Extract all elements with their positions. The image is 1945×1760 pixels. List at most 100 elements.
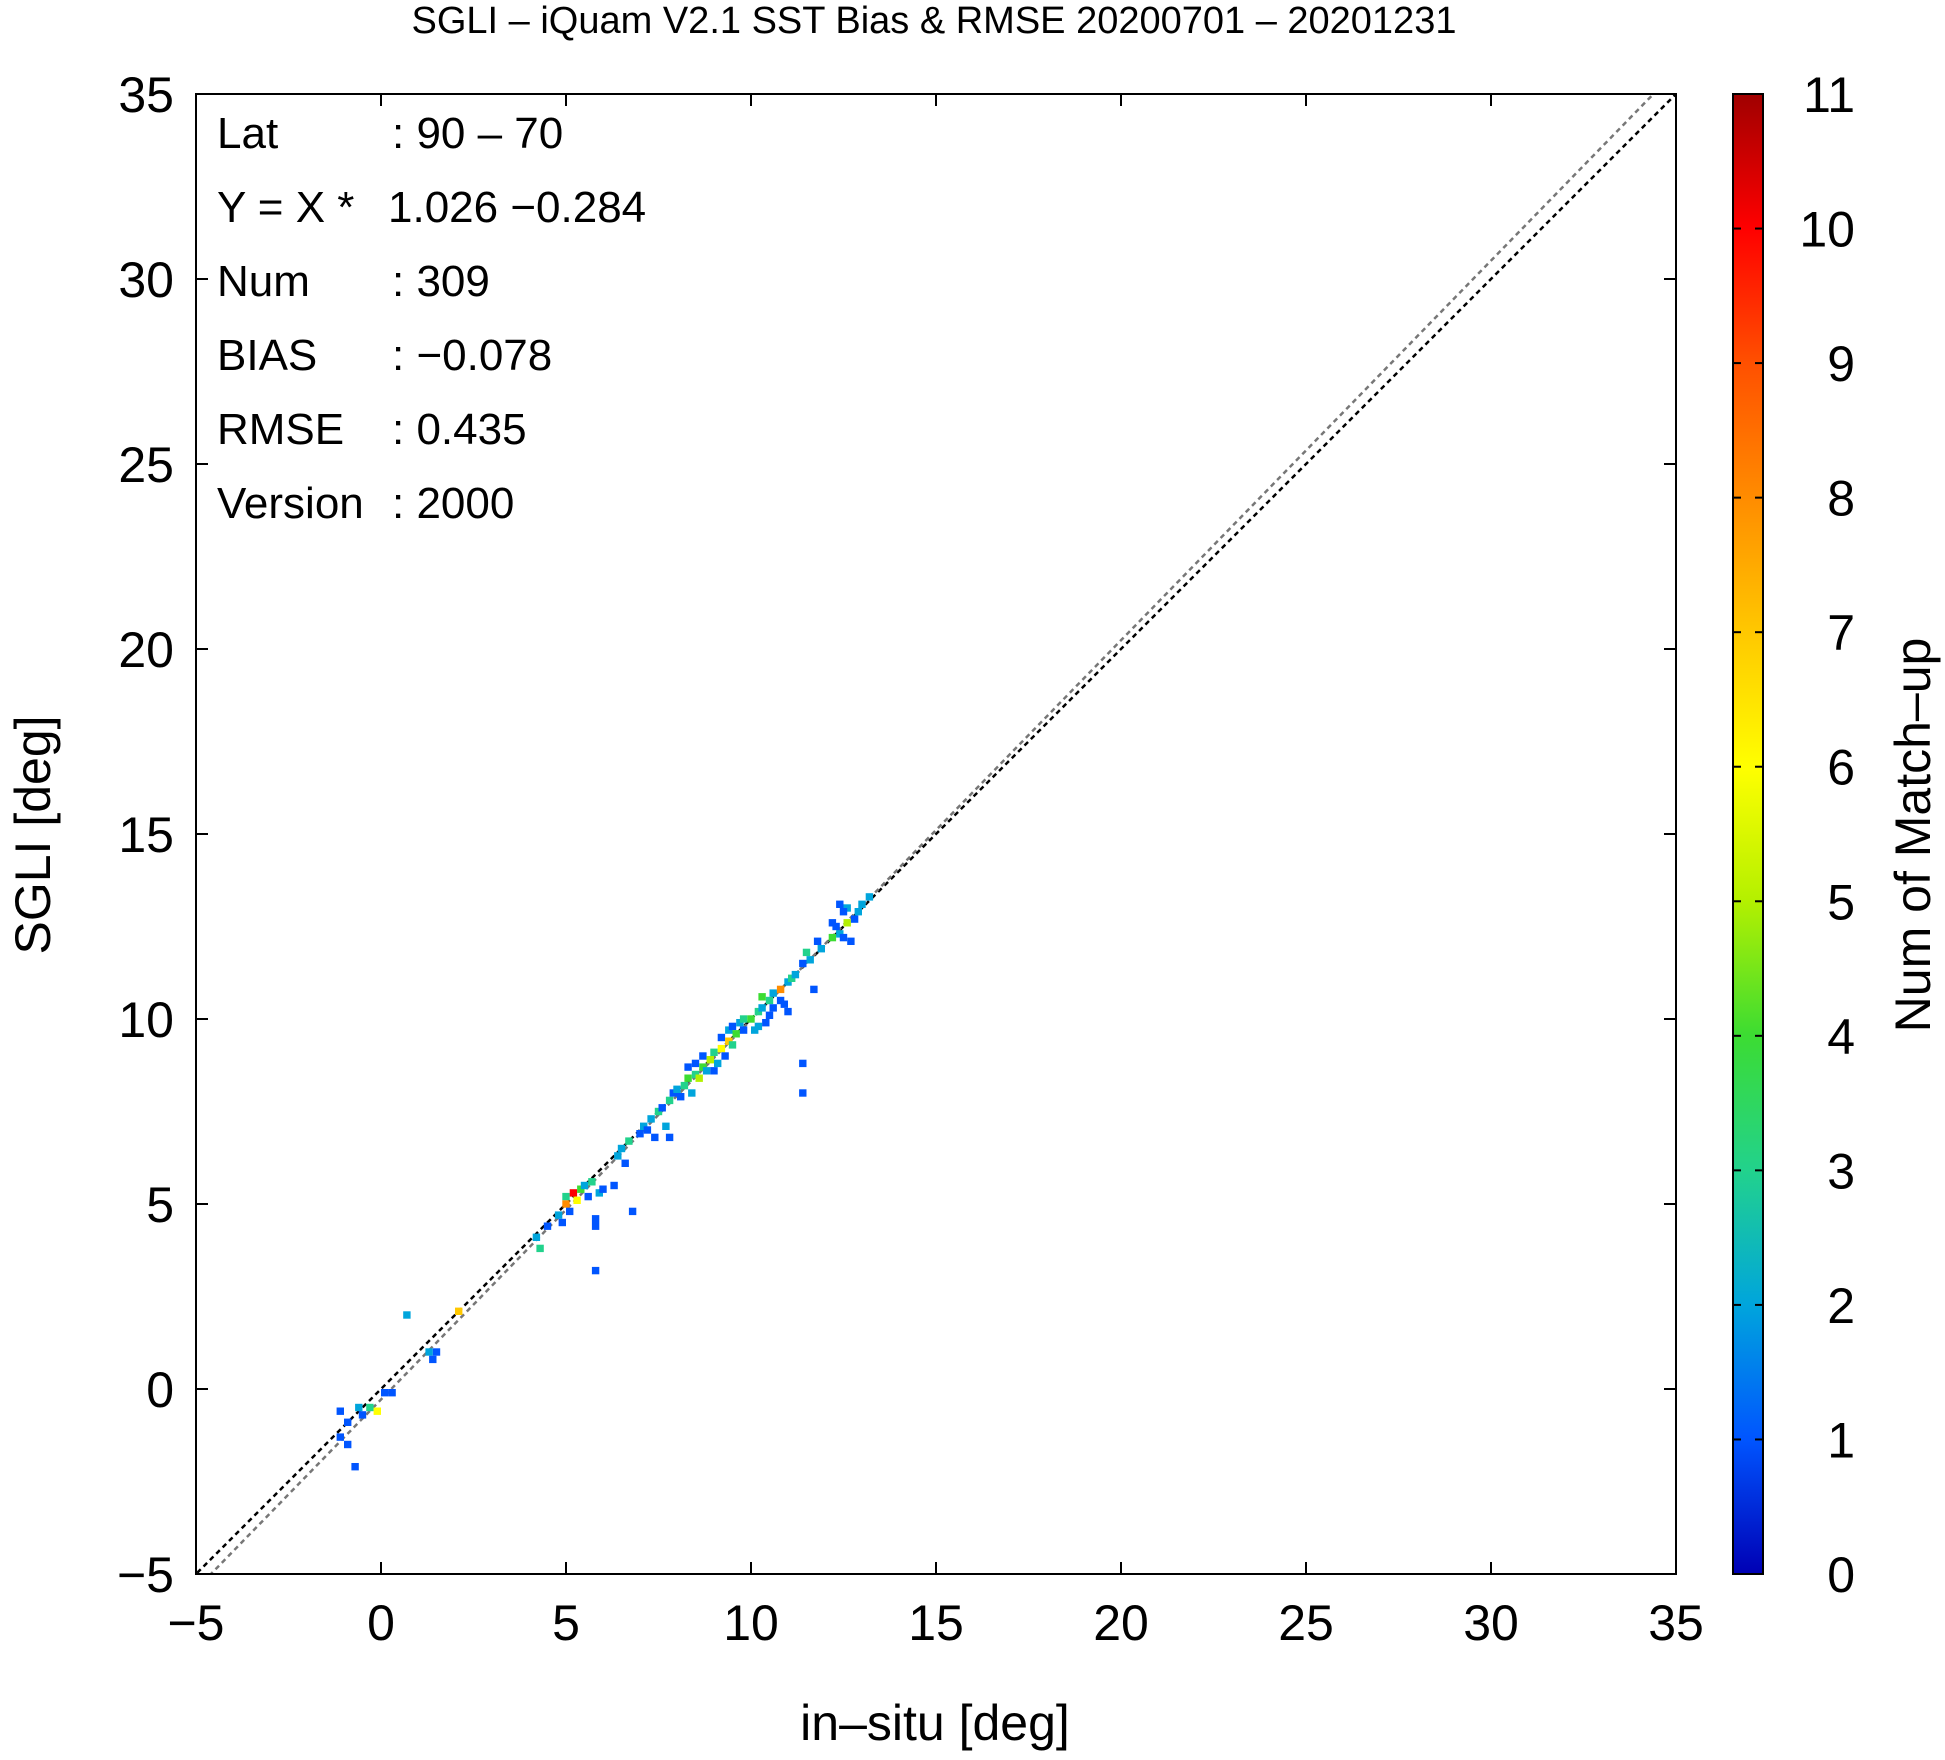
data-cell [562,1192,570,1201]
data-cell [651,1133,659,1142]
data-cell [344,1418,352,1426]
data-cell [828,933,837,942]
regression-line [209,94,1656,1574]
data-cell [662,1122,670,1130]
data-cell [677,1093,685,1101]
data-cell [358,1411,367,1419]
colorbar-tick-label: 8 [1827,471,1855,527]
y-tick-label: 5 [146,1177,174,1233]
colorbar-tick-label: 9 [1827,336,1855,392]
data-cell [691,1059,700,1068]
data-cell [355,1403,363,1412]
data-cell [554,1211,563,1219]
data-cell [388,1389,396,1397]
colorbar: 0 1 2 3 4 5 6 7 8 9 10 11 [1732,67,1855,1603]
colorbar-tick-label: 3 [1827,1143,1855,1199]
data-cell [810,985,818,994]
data-cell [628,1207,637,1216]
data-cell [373,1407,381,1415]
colorbar-tick-label: 7 [1827,605,1855,661]
data-cell [758,1004,766,1012]
data-cell [532,1233,541,1241]
data-cell [776,985,785,994]
data-cell [762,1019,770,1027]
data-cell [732,1030,740,1038]
y-tick-label: 15 [118,807,174,863]
data-cell [432,1348,441,1356]
data-cell [673,1085,681,1093]
data-cell [710,1048,718,1056]
y-tick-label: 30 [118,252,174,308]
stat-label: Y = X * [217,183,354,232]
data-cell [765,1011,774,1019]
y-tick-label: 0 [146,1362,174,1418]
data-cell [765,996,774,1005]
data-cell [680,1081,689,1090]
y-tick-label: −5 [117,1547,174,1603]
data-cell [817,945,825,953]
x-tick-label: 35 [1648,1595,1704,1651]
stat-label: Lat [217,109,278,158]
data-cell [865,893,874,901]
x-axis-label: in–situ [deg] [800,1695,1070,1751]
data-cell [847,937,855,945]
data-cell [751,1026,759,1034]
y-tick-label: 10 [118,992,174,1048]
stat-label: Num [217,257,310,306]
data-cell [832,922,840,931]
x-tick-label: 10 [723,1595,779,1651]
y-tick-label: 20 [118,622,174,678]
data-cell [702,1067,711,1075]
data-cell [854,908,862,916]
data-cell [739,1015,748,1023]
data-cell [562,1200,570,1208]
data-cell [714,1059,722,1068]
data-cell [706,1056,714,1064]
data-cell [625,1137,633,1145]
data-cell [647,1115,655,1123]
data-cell [799,1089,807,1097]
stat-label: BIAS [217,331,317,380]
data-cell [658,1104,666,1112]
x-tick-label: −5 [167,1595,224,1651]
data-cell [850,915,859,923]
identity-line [196,94,1676,1574]
data-cell [425,1348,433,1356]
data-cell [610,1181,618,1190]
x-tick-label: 15 [908,1595,964,1651]
data-cell [636,1130,644,1138]
stat-value: : 309 [392,257,490,306]
data-cell [843,919,851,927]
stat-value: : 90 – 70 [392,109,563,158]
colorbar-label: Num of Match–up [1885,638,1941,1033]
data-cell [717,1044,726,1053]
data-cell [813,937,822,945]
stat-value: : 0.435 [392,405,527,454]
data-cell [621,1159,629,1167]
data-cell [710,1067,718,1075]
data-cell [688,1089,696,1097]
data-cell [558,1218,566,1227]
data-cell [543,1222,552,1230]
data-cell [344,1440,352,1449]
data-cell [728,1041,737,1049]
data-cell [780,1000,788,1008]
data-cell [806,956,814,964]
data-cell [366,1403,374,1412]
data-cell [665,1096,674,1105]
data-cell [758,993,766,1001]
colorbar-tick-label: 10 [1799,202,1855,258]
x-tick-label: 30 [1463,1595,1519,1651]
plot-area: −5 0 5 10 15 20 25 30 35 −5 0 5 10 15 20 25 30 35 [117,67,1704,1651]
data-cell [351,1463,359,1471]
data-cell [721,1052,729,1060]
data-cell [591,1215,600,1223]
stat-value: : −0.078 [392,331,552,380]
data-cell [591,1222,600,1230]
colorbar-tick-label: 11 [1803,67,1855,123]
stats-box: Lat: 90 – 70 Y = X * 1.026 −0.284 Num: 309 B… [217,109,646,528]
data-cell [684,1063,692,1071]
data-cell [769,1004,777,1012]
